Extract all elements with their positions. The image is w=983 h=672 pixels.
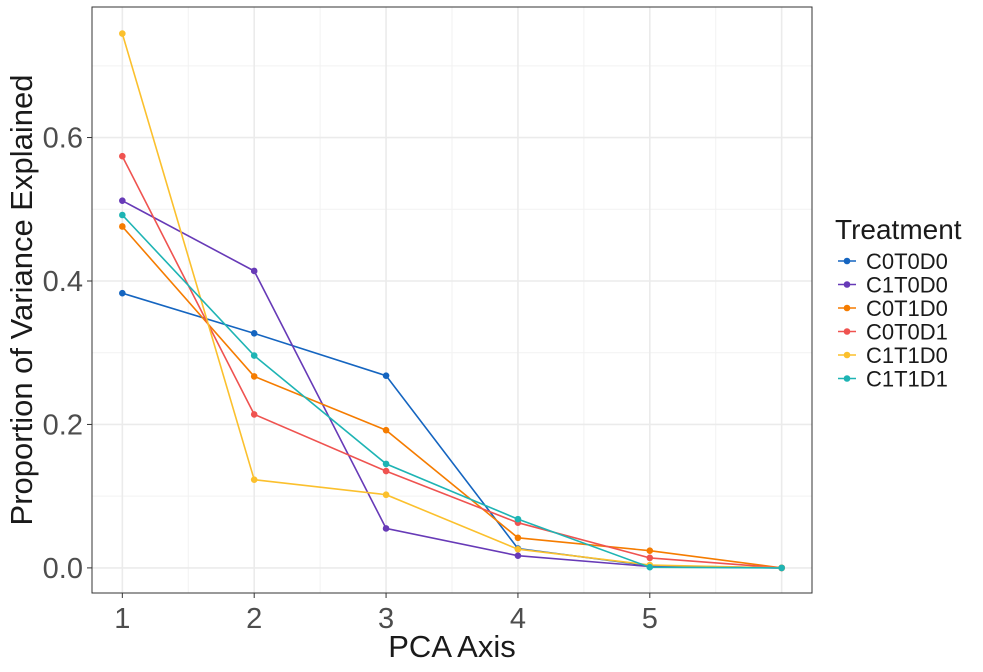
legend-key-point (843, 257, 851, 265)
legend-item-c0t1d0: C0T1D0 (838, 296, 948, 321)
data-point (382, 525, 390, 532)
legend-item-c0t0d0: C0T0D0 (838, 249, 948, 274)
legend: Treatment C0T0D0C1T0D0C0T1D0C0T0D1C1T1D0… (835, 214, 962, 392)
series-c1t1d1 (119, 211, 785, 572)
legend-label: C0T0D0 (866, 249, 948, 274)
data-point (119, 30, 126, 37)
axes: 1 2 3 4 5 0.0 0.2 0.4 0.6 (43, 123, 658, 635)
legend-key-point (843, 351, 851, 359)
data-point (250, 330, 258, 337)
legend-item-c0t0d1: C0T0D1 (838, 320, 948, 345)
legend-key-point (843, 328, 851, 335)
legend-label: C1T0D0 (866, 273, 948, 298)
y-tick-label: 0.2 (43, 409, 83, 441)
y-tick-label: 0.6 (43, 123, 83, 155)
data-point (250, 352, 258, 359)
data-point (514, 545, 522, 553)
legend-label: C1T1D1 (866, 367, 948, 392)
legend-item-c1t1d1: C1T1D1 (838, 367, 948, 392)
x-tick-label: 3 (378, 603, 394, 635)
series-c0t1d0 (119, 223, 785, 572)
data-point (250, 267, 258, 275)
series-lines (119, 30, 785, 572)
series-line (121, 155, 782, 569)
data-point (646, 554, 654, 562)
data-point (514, 552, 522, 560)
data-point (250, 411, 258, 418)
data-point (514, 534, 522, 542)
panel-border (91, 6, 813, 594)
legend-key-point (843, 281, 851, 288)
data-point (778, 564, 785, 572)
y-axis-title: Proportion of Variance Explained (4, 75, 39, 526)
data-point (250, 373, 258, 380)
data-point (119, 197, 126, 204)
data-point (382, 426, 390, 434)
data-point (514, 515, 522, 523)
legend-item-c1t1d0: C1T1D0 (838, 343, 948, 368)
x-tick-label: 4 (510, 603, 526, 635)
series-line (121, 214, 782, 569)
data-point (119, 289, 126, 297)
series-line (121, 33, 782, 569)
data-point (646, 563, 654, 571)
data-point (382, 460, 390, 468)
x-tick-label: 5 (642, 603, 658, 635)
data-point (119, 223, 126, 230)
series-line (121, 225, 782, 569)
legend-title: Treatment (835, 214, 962, 245)
data-point (382, 491, 390, 499)
y-tick-label: 0.0 (43, 553, 83, 585)
grid-lines (92, 7, 812, 593)
data-point (382, 372, 390, 379)
legend-key-point (843, 304, 851, 312)
legend-label: C1T1D0 (866, 343, 948, 368)
data-point (119, 211, 126, 219)
data-point (382, 467, 390, 475)
data-point (646, 547, 654, 554)
legend-label: C0T1D0 (866, 296, 948, 321)
data-point (250, 476, 258, 483)
x-tick-label: 2 (246, 603, 262, 635)
legend-label: C0T0D1 (866, 320, 948, 345)
legend-key-point (843, 375, 851, 382)
data-point (119, 152, 126, 160)
legend-item-c1t0d0: C1T0D0 (838, 273, 948, 298)
x-tick-label: 1 (114, 603, 130, 635)
x-axis-title: PCA Axis (388, 629, 516, 664)
y-tick-label: 0.4 (43, 266, 83, 298)
